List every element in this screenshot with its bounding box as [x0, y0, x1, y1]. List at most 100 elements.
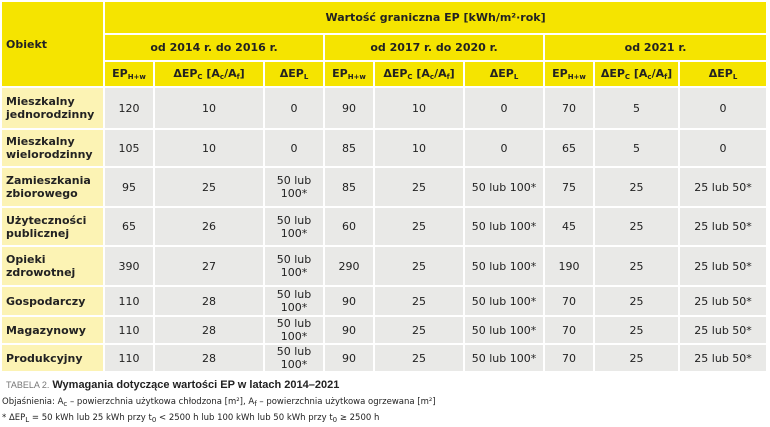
cell: 25	[373, 206, 465, 247]
cell: 50 lub 100*	[263, 166, 325, 208]
note-part: < 2500 h lub 100 kWh lub 50 kWh przy t	[156, 413, 333, 423]
cell: 105	[103, 128, 155, 168]
cell: 10	[373, 128, 465, 168]
cell: 85	[323, 128, 375, 168]
column-header-part: /A	[651, 67, 665, 80]
cell: 70	[543, 343, 595, 373]
column-header-part: H+w	[567, 73, 586, 81]
column-header-part: EP	[552, 67, 568, 80]
header-row: EPH+w ΔEPC [Ac/Af] ΔEPL EPH+w ΔEPC [Ac/Af] ΔE…	[1, 60, 769, 88]
cell: 25	[373, 343, 465, 373]
cell: 10	[153, 128, 265, 168]
cell: 290	[323, 245, 375, 287]
column-header: EPH+w	[543, 60, 595, 88]
row-label: Gospodarczy	[0, 285, 105, 317]
note-part: – powierzchnia użytkowa chłodzona [m²], …	[67, 397, 255, 407]
column-header-part: /A	[434, 67, 447, 80]
cell: 0	[677, 128, 769, 168]
cell: 25	[593, 166, 680, 208]
column-header-part: L	[303, 73, 309, 81]
note-line: * ΔEPL = 50 kWh lub 25 kWh przy t0 < 250…	[2, 411, 770, 427]
cell: 50 lub 100*	[463, 343, 545, 373]
table-row: Opieki zdrowotnej 390 27 50 lub 100* 290 25 50…	[0, 245, 769, 287]
column-header-part: ]	[449, 67, 455, 80]
cell: 65	[543, 128, 595, 168]
column-header-part: ΔEP	[173, 67, 198, 80]
cell: 25	[593, 206, 680, 247]
note-part: f	[254, 400, 257, 408]
cell: 0	[463, 86, 545, 130]
ep-table: Obiekt Wartość graniczna EP [kWh/m²·rok] o…	[0, 0, 769, 373]
cell: 25	[153, 166, 265, 208]
cell: 60	[323, 206, 375, 247]
column-header-part: f	[446, 73, 450, 81]
cell: 50 lub 100*	[263, 206, 325, 247]
column-header: ΔEPC [Ac/Af]	[373, 60, 465, 88]
cell: 26	[153, 206, 265, 247]
cell: 50 lub 100*	[263, 245, 325, 287]
cell: 0	[263, 86, 325, 130]
column-header: ΔEPL	[263, 60, 325, 88]
header-row: Obiekt Wartość graniczna EP [kWh/m²·rok]	[0, 0, 769, 88]
note-part: Objaśnienia: A	[2, 397, 64, 407]
note-part: c	[63, 400, 68, 408]
column-header-part: ΔEP	[708, 67, 733, 80]
cell: 50 lub 100*	[263, 285, 325, 317]
cell: 90	[323, 315, 375, 345]
cell: 50 lub 100*	[463, 315, 545, 345]
column-header-part: c	[429, 73, 435, 81]
note-part: – powierzchnia użytkowa ogrzewana [m²]	[256, 397, 436, 407]
object-header: Obiekt	[0, 0, 105, 88]
cell: 25 lub 50*	[677, 285, 769, 317]
column-header-part: C	[624, 73, 631, 81]
cell: 25 lub 50*	[677, 343, 769, 373]
cell: 75	[543, 166, 595, 208]
note-part: * ΔEP	[2, 413, 26, 423]
cell: 25	[373, 285, 465, 317]
column-header: ΔEPL	[463, 60, 545, 88]
row-label: Produkcyjny	[0, 343, 105, 373]
cell: 25 lub 50*	[677, 206, 769, 247]
cell: 45	[543, 206, 595, 247]
cell: 25	[593, 343, 680, 373]
column-header-part: C	[197, 73, 203, 81]
cell: 28	[153, 343, 265, 373]
cell: 110	[103, 285, 155, 317]
cell: 70	[543, 285, 595, 317]
period-header: od 2017 r. do 2020 r.	[323, 33, 545, 62]
note-part: 0	[332, 416, 338, 424]
cell: 25	[373, 245, 465, 287]
note-part: L	[25, 416, 30, 424]
cell: 0	[263, 128, 325, 168]
table-row: Mieszkalny jednorodzinny 120 10 0 90 10 0 70 5 0	[0, 86, 769, 130]
column-header: EPH+w	[323, 60, 375, 88]
column-header-part: [A	[412, 67, 430, 80]
notes: Objaśnienia: Ac – powierzchnia użytkowa …	[2, 395, 770, 427]
column-header-part: ]	[667, 67, 673, 80]
column-header-part: [A	[630, 67, 648, 80]
column-header-part: ΔEP	[279, 67, 304, 80]
cell: 25 lub 50*	[677, 245, 769, 287]
caption-text: Wymagania dotyczące wartości EP w latach…	[52, 379, 340, 391]
cell: 50 lub 100*	[463, 166, 545, 208]
column-header-part: H+w	[127, 73, 146, 81]
cell: 95	[103, 166, 155, 208]
column-header: EPH+w	[103, 60, 155, 88]
note-line: Objaśnienia: Ac – powierzchnia użytkowa …	[2, 395, 770, 411]
column-header-part: H+w	[347, 73, 366, 81]
column-header-part: ΔEP	[600, 67, 625, 80]
cell: 5	[593, 128, 680, 168]
note-part: 0	[151, 416, 157, 424]
table-row: Magazynowy 110 28 50 lub 100* 90 25 50 lub 100…	[0, 315, 769, 345]
table-row: Użyteczności publicznej 65 26 50 lub 100* 60…	[0, 206, 769, 247]
cell: 50 lub 100*	[263, 315, 325, 345]
caption-label: TABELA 2.	[6, 380, 50, 390]
cell: 90	[323, 86, 375, 130]
cell: 25 lub 50*	[677, 166, 769, 208]
cell: 50 lub 100*	[463, 245, 545, 287]
column-header-part: ]	[239, 67, 245, 80]
caption: TABELA 2. Wymagania dotyczące wartości EP…	[6, 379, 770, 391]
cell: 50 lub 100*	[263, 343, 325, 373]
table-header: Obiekt Wartość graniczna EP [kWh/m²·rok] o…	[0, 0, 769, 88]
table-row: Produkcyjny 110 28 50 lub 100* 90 25 50 lub 10…	[0, 343, 769, 373]
